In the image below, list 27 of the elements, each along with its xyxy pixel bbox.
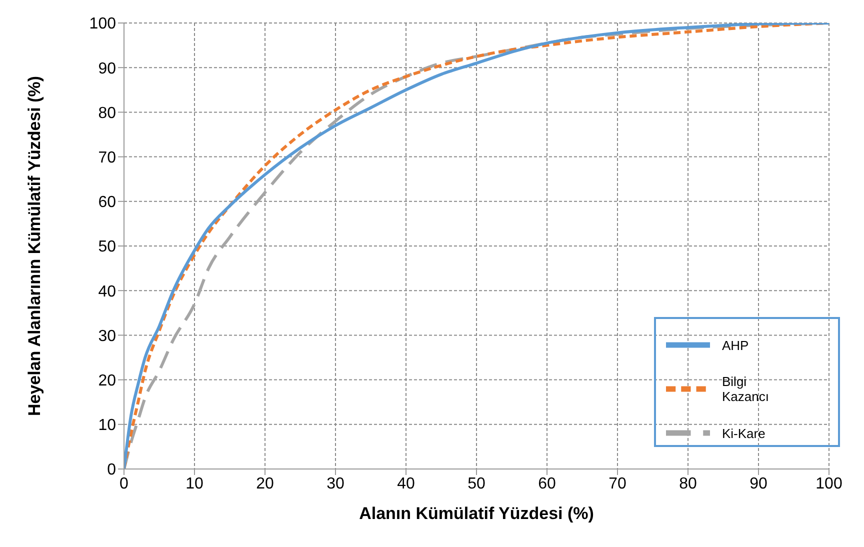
y-tick-label: 60 — [98, 194, 116, 212]
x-tick-label: 0 — [120, 475, 129, 492]
legend-label: Bilgi Kazancı — [722, 374, 770, 404]
x-tick-label: 50 — [468, 475, 486, 492]
x-tick-label: 30 — [326, 475, 344, 492]
y-tick-label: 80 — [98, 104, 116, 122]
y-tick-label: 40 — [98, 283, 116, 300]
y-tick-label: 20 — [98, 372, 116, 390]
y-tick-label: 90 — [98, 60, 116, 78]
y-tick-label: 70 — [98, 149, 116, 166]
y-tick-label: 0 — [107, 462, 116, 479]
x-tick-label: 100 — [816, 475, 842, 492]
y-tick-label: 100 — [89, 16, 116, 33]
x-tick-label: 80 — [679, 475, 697, 492]
x-tick-label: 70 — [608, 475, 626, 492]
legend-label: Ki-Kare — [722, 426, 766, 440]
y-tick-label: 10 — [98, 417, 116, 434]
x-tick-label: 90 — [750, 475, 768, 492]
x-tick-label: 10 — [186, 475, 204, 492]
x-tick-label: 60 — [538, 475, 556, 492]
y-axis-title: Heyelan Alanlarının Kümülatif Yüzdesi (%) — [25, 76, 44, 416]
y-tick-label: 50 — [98, 238, 116, 256]
x-tick-label: 40 — [397, 475, 415, 492]
y-tick-label: 30 — [98, 328, 116, 345]
x-axis-title: Alanın Kümülatif Yüzdesi (%) — [359, 504, 594, 523]
legend-label: AHP — [722, 338, 750, 352]
x-tick-label: 20 — [256, 475, 274, 492]
